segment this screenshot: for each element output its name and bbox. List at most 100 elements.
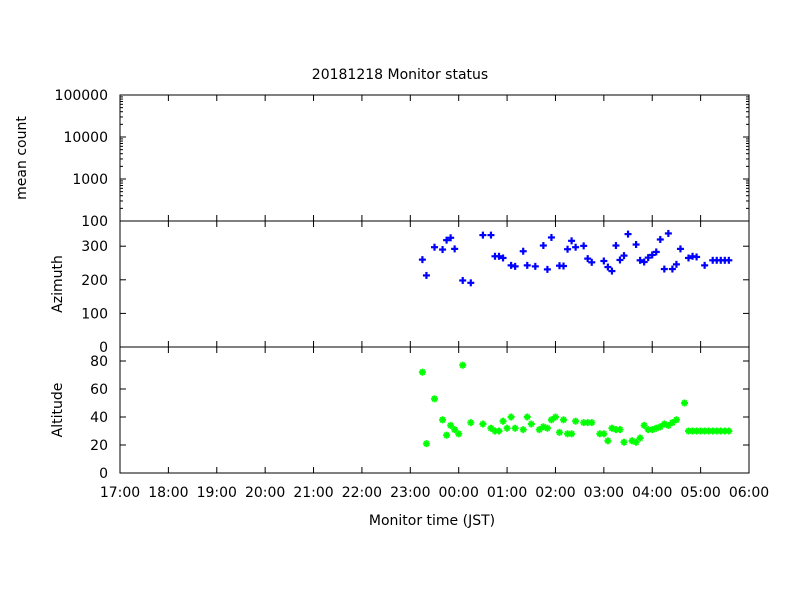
- x-tick-label: 23:00: [390, 485, 430, 501]
- altitude-point: [664, 421, 672, 429]
- altitude-point: [527, 420, 535, 428]
- x-tick-label: 21:00: [293, 485, 333, 501]
- azimuth-point: [660, 265, 668, 273]
- azimuth-point: [560, 262, 568, 270]
- azimuth-point: [648, 251, 656, 259]
- azimuth-point: [467, 279, 475, 287]
- azimuth-point: [656, 235, 664, 243]
- altitude-point: [668, 419, 676, 427]
- altitude-point: [499, 417, 507, 425]
- x-tick-label: 02:00: [535, 485, 575, 501]
- azimuth-point: [531, 262, 539, 270]
- azimuth-point: [523, 261, 531, 269]
- azimuth-point: [616, 256, 624, 264]
- altitude-point: [725, 427, 733, 435]
- azimuth-point: [693, 253, 701, 261]
- azimuth-point: [539, 242, 547, 250]
- azimuth-point: [725, 256, 733, 264]
- azimuth-point: [519, 247, 527, 255]
- y-tick-label: 300: [81, 239, 108, 255]
- altitude-point: [439, 416, 447, 424]
- plot-frame-altitude: [119, 346, 750, 474]
- x-tick-label: 18:00: [148, 485, 188, 501]
- azimuth-point: [608, 267, 616, 275]
- altitude-point: [507, 413, 515, 421]
- altitude-point: [487, 424, 495, 432]
- y-axis-label-mean-count: mean count: [14, 116, 30, 200]
- azimuth-point: [584, 255, 592, 263]
- panel-altitude: 0 20 40 60 80 Altitude 17:00 18:00 19:00 20:00 21:…: [50, 346, 769, 501]
- azimuth-point: [612, 242, 620, 250]
- altitude-point: [555, 428, 563, 436]
- azimuth-point: [572, 243, 580, 251]
- azimuth-point: [600, 257, 608, 265]
- altitude-point: [543, 424, 551, 432]
- azimuth-point: [511, 262, 519, 270]
- x-tick-label: 19:00: [197, 485, 237, 501]
- altitude-point: [459, 361, 467, 369]
- panel-mean-count: 100 1000 10000 100000 mean count: [14, 88, 750, 230]
- x-tick-label: 04:00: [632, 485, 672, 501]
- azimuth-point: [668, 265, 676, 273]
- x-tick-label: 00:00: [439, 485, 479, 501]
- x-tick-label: 20:00: [245, 485, 285, 501]
- altitude-point: [443, 431, 451, 439]
- altitude-point: [672, 416, 680, 424]
- altitude-point: [422, 440, 430, 448]
- altitude-point: [418, 368, 426, 376]
- azimuth-point: [495, 252, 503, 260]
- azimuth-point: [588, 258, 596, 266]
- y-tick-label: 20: [90, 438, 108, 454]
- panels-layer: 100 100 0 10000 100000 mean count 0100200300Az…: [14, 88, 769, 501]
- azimuth-point: [568, 237, 576, 245]
- azimuth-point: [624, 230, 632, 238]
- altitude-point: [447, 421, 455, 429]
- azimuth-point: [564, 245, 572, 253]
- azimuth-point: [644, 254, 652, 262]
- altitude-point: [620, 438, 628, 446]
- y-tick-label: 10000: [63, 130, 108, 146]
- y-tick-label: 100000: [55, 88, 108, 104]
- plot-frame-azimuth: [119, 220, 750, 348]
- azimuth-point: [422, 271, 430, 279]
- altitude-point: [604, 437, 612, 445]
- y-tick-label: 0: [99, 466, 108, 482]
- azimuth-point: [580, 242, 588, 250]
- altitude-point: [588, 419, 596, 427]
- azimuth-point: [685, 254, 693, 262]
- altitude-point: [551, 413, 559, 421]
- panel-azimuth: 0 100 200 300 Azimuth: [50, 220, 750, 356]
- altitude-point: [632, 438, 640, 446]
- azimuth-point: [652, 248, 660, 256]
- altitude-point: [616, 426, 624, 434]
- altitude-point: [467, 419, 475, 427]
- y-tick-label: 100: [81, 306, 108, 322]
- altitude-point: [547, 416, 555, 424]
- azimuth-point: [443, 236, 451, 244]
- altitude-point: [680, 399, 688, 407]
- x-tick-label: 17:00: [100, 485, 140, 501]
- altitude-point: [568, 430, 576, 438]
- azimuth-point: [543, 265, 551, 273]
- azimuth-point: [676, 245, 684, 253]
- x-tick-label: 22:00: [342, 485, 382, 501]
- azimuth-point: [604, 263, 612, 271]
- azimuth-point: [431, 243, 438, 251]
- azimuth-point: [459, 276, 467, 284]
- y-tick-label: 100: [81, 214, 108, 230]
- altitude-point: [636, 434, 644, 442]
- altitude-point: [503, 424, 511, 432]
- azimuth-point: [487, 231, 495, 239]
- azimuth-point: [672, 260, 680, 268]
- altitude-point: [560, 416, 568, 424]
- chart-title: 20181218 Monitor status: [312, 67, 488, 83]
- x-tick-label: 01:00: [487, 485, 527, 501]
- altitude-point: [495, 427, 503, 435]
- y-tick-label: 60: [90, 382, 108, 398]
- altitude-point: [431, 395, 438, 403]
- azimuth-point: [451, 245, 459, 253]
- azimuth-point: [664, 229, 672, 237]
- altitude-point: [511, 424, 519, 432]
